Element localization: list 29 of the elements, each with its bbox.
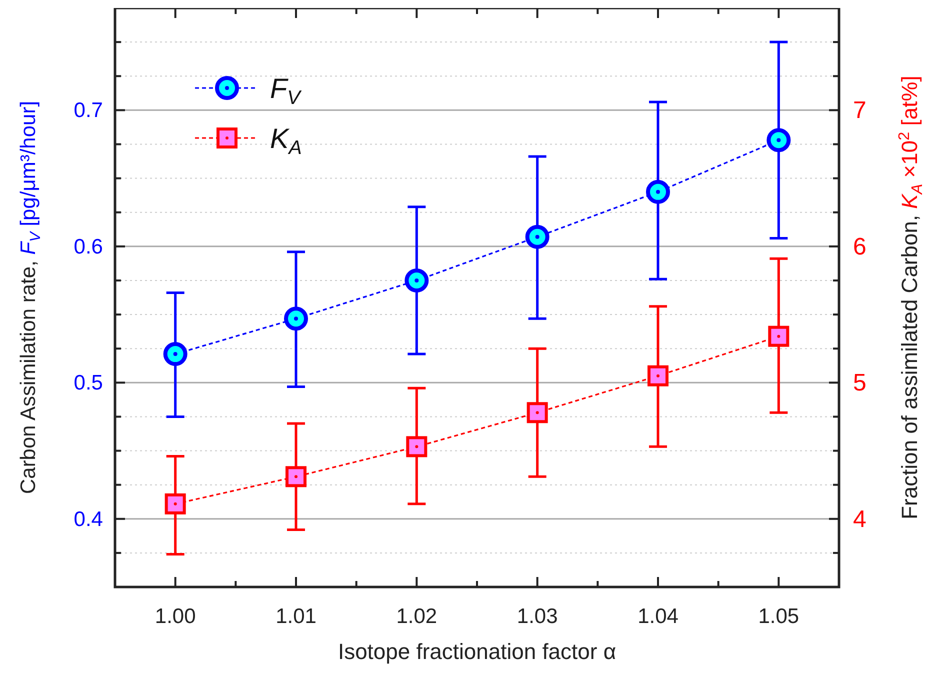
- point: [526, 402, 548, 424]
- point: [525, 224, 550, 249]
- y-tick-label: 0.4: [74, 508, 104, 531]
- point: [284, 306, 308, 331]
- point: [406, 436, 428, 458]
- x-axis-title: Isotope fractionation factor α: [338, 639, 616, 664]
- x-tick-label: 1.01: [276, 605, 316, 628]
- point: [163, 342, 188, 366]
- point: [286, 466, 306, 488]
- legend-label: F$_{V}$: [270, 73, 302, 109]
- point: [768, 326, 790, 347]
- x-tick-label: 1.05: [758, 605, 800, 628]
- y2-tick-label: 7: [853, 97, 866, 124]
- y2-tick-label: 5: [853, 370, 866, 397]
- point: [646, 180, 670, 204]
- y-tick-label: 0.6: [74, 235, 103, 258]
- x-tick-label: 1.04: [638, 605, 679, 628]
- point: [404, 268, 429, 292]
- legend-label: K$_{A}$: [270, 123, 302, 159]
- x-tick-label: 1.02: [396, 605, 438, 628]
- y-tick-label: 0.5: [74, 372, 103, 395]
- x-tick-label: 1.00: [154, 605, 196, 628]
- point: [648, 365, 668, 386]
- y-tick-label: 0.7: [74, 99, 103, 122]
- y2-tick-label: 6: [853, 233, 866, 260]
- x-tick-label: 1.03: [516, 605, 558, 628]
- y2-tick-label: 4: [853, 506, 866, 533]
- point: [766, 128, 791, 152]
- point: [164, 493, 186, 514]
